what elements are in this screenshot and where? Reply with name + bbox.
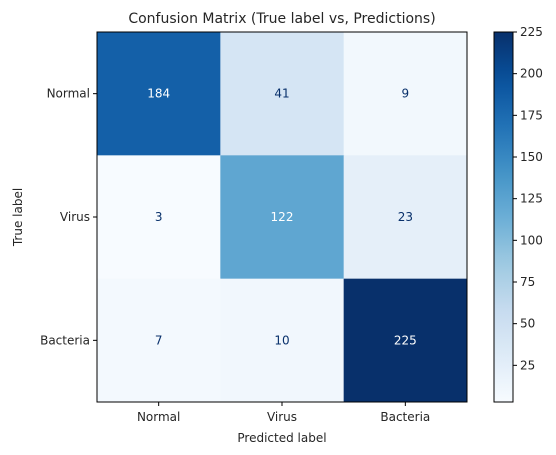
heatmap-cell [97,155,221,280]
colorbar-ticks: 25 50 75 100 125 150 175 200 225 [513,25,543,372]
x-axis-label: Predicted label [237,431,326,445]
y-axis-label: True label [11,188,25,247]
cell-value-label: 41 [274,87,289,101]
cell-value-label: 3 [155,210,163,224]
x-tick-label: Bacteria [380,410,430,424]
cell-value-label: 122 [271,210,294,224]
colorbar-tick-label: 175 [520,108,543,122]
heatmap-cell [97,278,221,403]
colorbar-tick-label: 225 [520,25,543,39]
colorbar [493,31,514,403]
colorbar-tick-label: 100 [520,233,543,247]
chart-title: Confusion Matrix (True label vs, Predict… [128,11,435,27]
heatmap-cell [97,32,221,156]
heatmap-cell [220,155,345,280]
cell-value-label: 10 [274,333,289,347]
colorbar-tick-label: 50 [520,317,535,331]
heatmap-cell [220,278,345,403]
colorbar-tick-label: 75 [520,275,535,289]
y-tick-label: Bacteria [40,333,90,347]
x-axis-ticks: Normal Virus Bacteria [137,402,430,424]
colorbar-tick-label: 125 [520,192,543,206]
colorbar-tick-label: 150 [520,150,543,164]
cell-value-label: 225 [394,333,417,347]
cell-value-label: 7 [155,333,163,347]
cell-value-label: 184 [147,87,170,101]
cell-value-label: 9 [402,87,410,101]
heatmap-cell [220,32,345,156]
y-axis-ticks: Normal Virus Bacteria [40,87,97,347]
y-tick-label: Normal [47,87,90,101]
y-tick-label: Virus [60,210,90,224]
heatmap-cell [343,155,468,280]
colorbar-tick-label: 25 [520,358,535,372]
colorbar-tick-label: 200 [520,67,543,81]
x-tick-label: Virus [267,410,297,424]
heatmap-cells: 184 41 9 3 122 23 7 10 225 [97,32,468,403]
heatmap-cell [343,278,468,403]
x-tick-label: Normal [137,410,180,424]
cell-value-label: 23 [398,210,413,224]
heatmap-cell [343,32,468,156]
